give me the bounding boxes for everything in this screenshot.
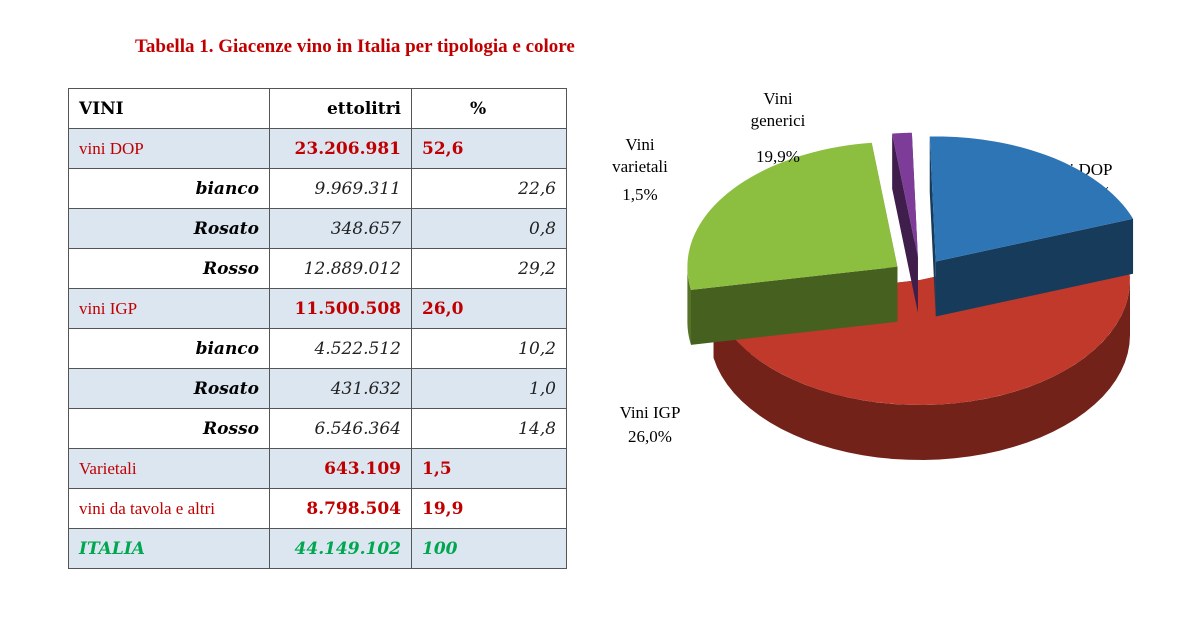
header-vini: VINI	[68, 88, 270, 129]
row-ettolitri: 12.889.012	[269, 248, 412, 289]
table-header-row: VINI ettolitri %	[68, 88, 567, 129]
row-ettolitri: 6.546.364	[269, 408, 412, 449]
pie-slice-vini-generici	[929, 136, 1134, 317]
row-percent: 10,2	[411, 328, 567, 369]
table-row: vini da tavola e altri 8.798.504 19,9	[68, 488, 567, 529]
row-label: vini DOP	[68, 128, 270, 169]
pie-slice-vini-igp	[687, 142, 898, 345]
pie-slice-wall	[691, 266, 898, 345]
pie-slice-wall	[935, 218, 1134, 317]
row-percent: 52,6	[411, 128, 567, 169]
pie-label-value: 26,0%	[628, 427, 672, 446]
table-row: vini DOP 23.206.981 52,6	[68, 128, 567, 169]
table-row: bianco 9.969.311 22,6	[68, 168, 567, 209]
row-label: Varietali	[68, 448, 270, 489]
row-label: Rosso	[68, 408, 270, 449]
pie-label-name: Vini	[625, 135, 654, 154]
pie-slice-wall	[892, 133, 918, 313]
pie-slice-top	[929, 136, 1134, 262]
row-label: bianco	[68, 168, 270, 209]
row-ettolitri: 348.657	[269, 208, 412, 249]
pie-slice-side	[713, 280, 1130, 460]
table-row: bianco 4.522.512 10,2	[68, 328, 567, 369]
row-ettolitri: 4.522.512	[269, 328, 412, 369]
row-label: Rosso	[68, 248, 270, 289]
row-ettolitri: 11.500.508	[269, 288, 412, 329]
table-title: Tabella 1. Giacenze vino in Italia per t…	[135, 36, 575, 57]
table-row: Rosato 348.657 0,8	[68, 208, 567, 249]
row-percent: 100	[411, 528, 567, 569]
row-label: bianco	[68, 328, 270, 369]
table-row: ITALIA 44.149.102 100	[68, 528, 567, 569]
row-ettolitri: 643.109	[269, 448, 412, 489]
header-percent: %	[411, 88, 567, 129]
pie-label-name: generici	[751, 111, 806, 130]
wine-stock-table: VINI ettolitri % vini DOP 23.206.981 52,6 b…	[68, 88, 567, 569]
row-label: ITALIA	[68, 528, 270, 569]
pie-slice-top	[892, 132, 918, 258]
row-label: Rosato	[68, 368, 270, 409]
row-percent: 14,8	[411, 408, 567, 449]
pie-label-name: Vini	[763, 89, 792, 108]
table-row: vini IGP 11.500.508 26,0	[68, 288, 567, 329]
row-label: vini da tavola e altri	[68, 488, 270, 529]
row-percent: 22,6	[411, 168, 567, 209]
row-percent: 1,0	[411, 368, 567, 409]
pie-label-name: varietali	[612, 157, 668, 176]
header-ettolitri: ettolitri	[269, 88, 412, 129]
row-percent: 26,0	[411, 288, 567, 329]
row-percent: 29,2	[411, 248, 567, 289]
row-percent: 1,5	[411, 448, 567, 489]
pie-label-value: 19,9%	[756, 147, 800, 166]
table-row: Rosso 12.889.012 29,2	[68, 248, 567, 289]
row-label: Rosato	[68, 208, 270, 249]
row-ettolitri: 23.206.981	[269, 128, 412, 169]
table-row: Rosso 6.546.364 14,8	[68, 408, 567, 449]
pie-label-name: Vini IGP	[620, 403, 681, 422]
pie-chart: Vini DOP52,6%Vini IGP26,0%Vinivarietali1…	[612, 89, 1134, 460]
table-row: Rosato 431.632 1,0	[68, 368, 567, 409]
row-ettolitri: 431.632	[269, 368, 412, 409]
row-label: vini IGP	[68, 288, 270, 329]
row-percent: 19,9	[411, 488, 567, 529]
row-percent: 0,8	[411, 208, 567, 249]
pie-slice-side	[687, 266, 692, 345]
pie-slice-vini-varietali	[892, 132, 918, 313]
row-ettolitri: 44.149.102	[269, 528, 412, 569]
pie-slice-top	[687, 142, 898, 290]
pie-slice-wall	[929, 136, 936, 317]
table-row: Varietali 643.109 1,5	[68, 448, 567, 489]
pie-label-value: 1,5%	[622, 185, 657, 204]
row-ettolitri: 9.969.311	[269, 168, 412, 209]
row-ettolitri: 8.798.504	[269, 488, 412, 529]
